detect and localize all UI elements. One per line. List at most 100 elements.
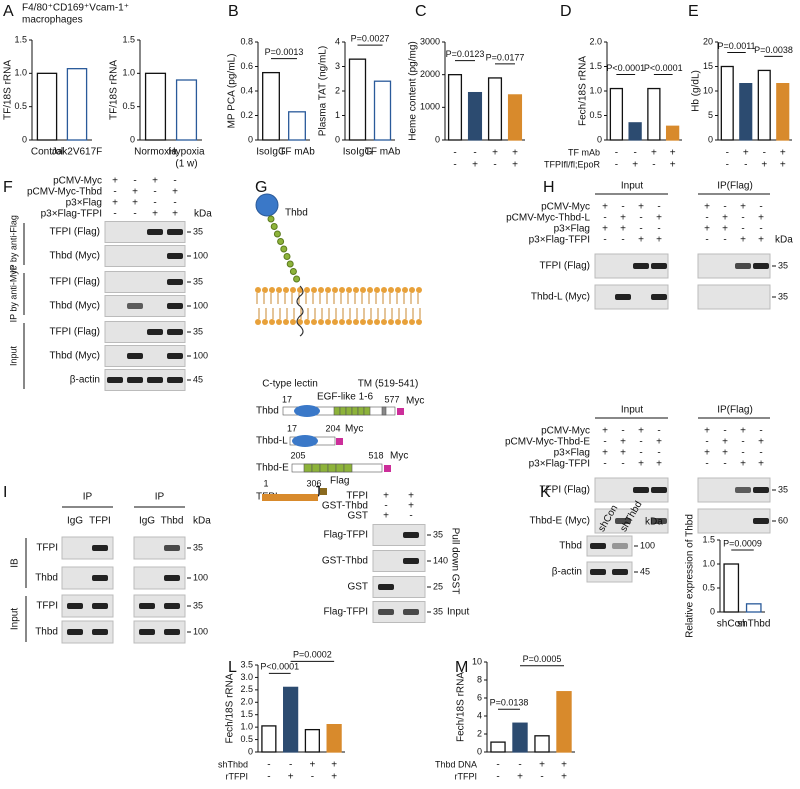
condition-sign: - bbox=[267, 760, 270, 771]
lipid bbox=[360, 287, 366, 293]
lipid bbox=[395, 287, 401, 293]
group-label: Input bbox=[10, 608, 21, 630]
band bbox=[147, 229, 163, 235]
egf-bead bbox=[280, 245, 288, 253]
blot bbox=[61, 594, 114, 618]
band bbox=[735, 487, 751, 493]
x-tick-label: IsoIgG bbox=[256, 147, 286, 158]
y-tick-label: 2000 bbox=[420, 69, 440, 79]
condition-sign: + bbox=[740, 426, 746, 437]
blot-label: β-actin bbox=[552, 567, 582, 578]
x-tick-label: Control bbox=[31, 147, 63, 158]
condition-sign: - bbox=[639, 213, 642, 224]
group-label: IP by anti-Myc bbox=[8, 265, 18, 322]
lipid bbox=[276, 319, 282, 325]
condition-sign: + bbox=[620, 213, 626, 224]
bar bbox=[144, 72, 167, 141]
band bbox=[753, 487, 769, 493]
band bbox=[403, 532, 419, 538]
condition-sign: + bbox=[740, 235, 746, 246]
band bbox=[590, 569, 606, 575]
condition-sign: + bbox=[722, 213, 728, 224]
band bbox=[633, 487, 649, 493]
blot-label: TFPI bbox=[36, 543, 58, 554]
y-tick-label: 0.5 bbox=[702, 582, 715, 592]
lipid bbox=[409, 319, 415, 325]
blot-label: Thbd (Myc) bbox=[49, 301, 100, 312]
segment bbox=[303, 463, 313, 473]
x-tick-label: Normoxia bbox=[134, 147, 177, 158]
condition-sign: - bbox=[652, 160, 655, 171]
p-value: P<0.0001 bbox=[260, 662, 299, 672]
bar bbox=[739, 83, 753, 141]
condition-sign: - bbox=[705, 235, 708, 246]
egf-bead bbox=[277, 238, 285, 245]
condition-sign: + bbox=[743, 148, 749, 159]
y-tick-label: 10 bbox=[472, 656, 482, 666]
condition-sign: + bbox=[602, 202, 608, 213]
domain-label: EGF-like 1-6 bbox=[317, 392, 374, 403]
blot-label: TFPI (Flag) bbox=[539, 485, 590, 496]
lipid bbox=[318, 319, 324, 325]
blot bbox=[372, 601, 426, 623]
band bbox=[633, 263, 649, 269]
condition-sign: + bbox=[704, 426, 710, 437]
y-tick-label: 0 bbox=[435, 134, 440, 144]
marker-label: 35 bbox=[193, 542, 203, 552]
band bbox=[167, 377, 183, 383]
condition-sign: + bbox=[561, 760, 567, 771]
y-tick-label: 1.5 bbox=[589, 61, 602, 71]
residue-label: 518 bbox=[368, 450, 383, 460]
band bbox=[651, 294, 667, 300]
panel-letter: D bbox=[560, 3, 572, 20]
condition-sign: - bbox=[763, 148, 766, 159]
condition-sign: + bbox=[758, 459, 764, 470]
band bbox=[164, 603, 180, 609]
band bbox=[651, 263, 667, 269]
transmembrane bbox=[296, 285, 304, 337]
y-tick-label: 0.5 bbox=[589, 110, 602, 120]
lipid bbox=[409, 287, 415, 293]
blot-label: Thbd-E (Myc) bbox=[529, 516, 590, 527]
condition-sign: + bbox=[112, 198, 118, 209]
bar bbox=[720, 65, 734, 141]
y-tick-label: 0.5 bbox=[14, 101, 27, 111]
blot-label: TFPI (Flag) bbox=[49, 227, 100, 238]
band bbox=[107, 377, 123, 383]
panel-letter: L bbox=[228, 659, 237, 676]
p-value: P=0.0005 bbox=[523, 654, 562, 664]
construct-name: Thbd-L bbox=[256, 436, 288, 447]
bar bbox=[776, 83, 790, 141]
condition-sign: - bbox=[133, 176, 136, 187]
marker-label: 60 bbox=[778, 515, 788, 525]
p-value: P=0.0009 bbox=[723, 538, 762, 548]
residue-label: 1 bbox=[263, 478, 268, 488]
panel-letter: G bbox=[255, 179, 267, 196]
p-value: P=0.0011 bbox=[717, 41, 755, 51]
domain-label: C-type lectin bbox=[262, 379, 318, 390]
bar bbox=[757, 69, 771, 141]
condition-sign: - bbox=[496, 760, 499, 771]
band bbox=[590, 543, 606, 549]
y-tick-label: 2.5 bbox=[240, 684, 253, 694]
blot-label: Flag-TFPI bbox=[324, 530, 368, 541]
band bbox=[167, 303, 183, 309]
condition-sign: + bbox=[656, 437, 662, 448]
y-tick-label: 1.0 bbox=[240, 722, 253, 732]
condition-sign: + bbox=[331, 772, 337, 783]
blot-label: Thbd (Myc) bbox=[49, 251, 100, 262]
y-axis-label: MP PCA (pg/mL) bbox=[227, 54, 238, 129]
column-header: IP(Flag) bbox=[717, 405, 753, 416]
tag bbox=[384, 465, 391, 472]
condition-sign: - bbox=[657, 448, 660, 459]
domain-label: TM (519-541) bbox=[358, 379, 419, 390]
y-tick-label: 0.4 bbox=[240, 85, 253, 95]
y-tick-label: 20 bbox=[703, 36, 713, 46]
egf-bead bbox=[267, 215, 275, 223]
condition-sign: - bbox=[493, 160, 496, 171]
x-tick-label: TF mAb bbox=[365, 147, 401, 158]
lipid bbox=[353, 319, 359, 325]
condition-sign: - bbox=[453, 148, 456, 159]
lipid bbox=[311, 319, 317, 325]
lipid bbox=[262, 319, 268, 325]
